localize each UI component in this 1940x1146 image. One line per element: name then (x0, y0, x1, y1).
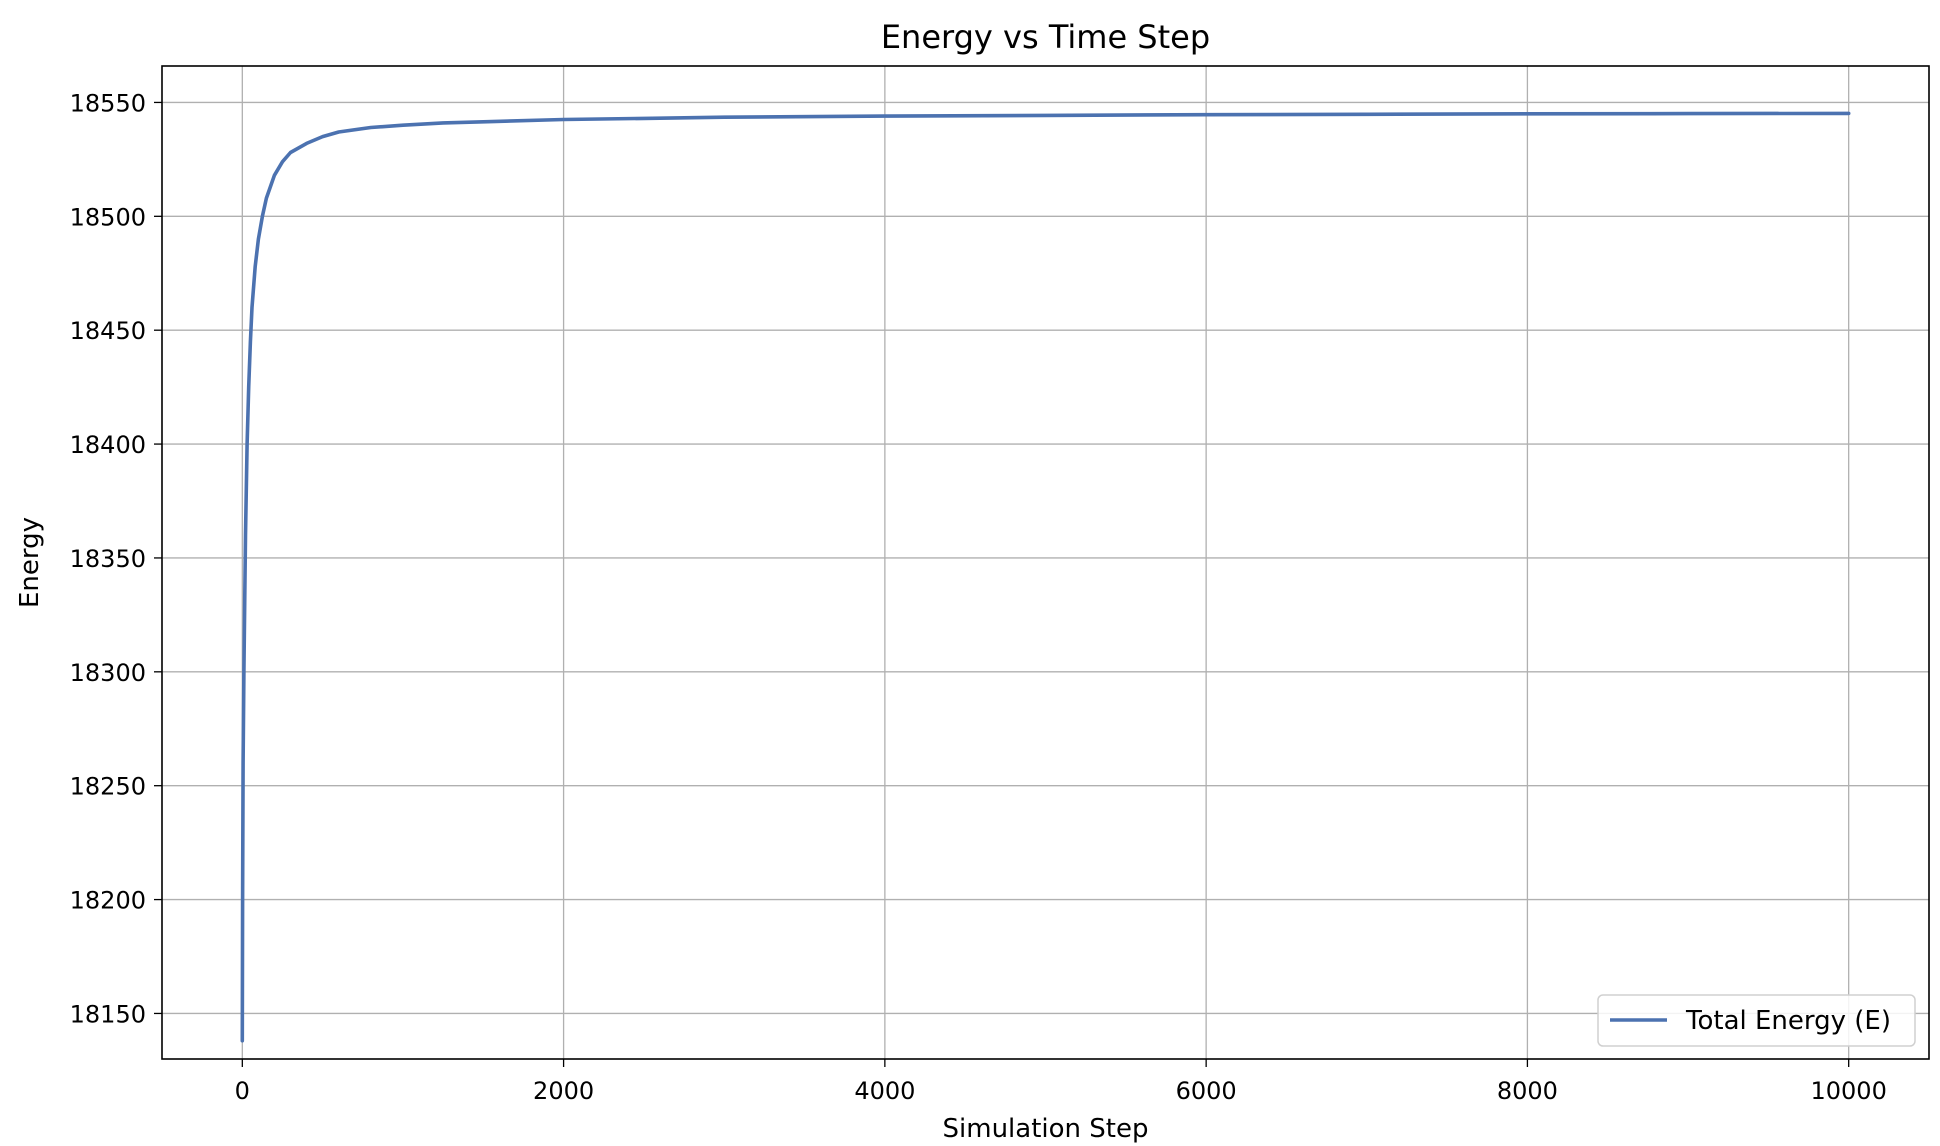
y-tick-label: 18300 (70, 659, 146, 687)
legend-box (1597, 994, 1916, 1047)
y-axis-label: Energy (15, 517, 45, 608)
y-axis-ticks: 18150 18200 18250 18300 18350 18400 18450 18500… (70, 89, 162, 1028)
series-line-total-energy (240, 111, 1851, 1043)
x-tick-label: 8000 (1497, 1077, 1558, 1105)
x-tick-label: 6000 (1176, 1077, 1237, 1105)
y-tick-label: 18200 (70, 887, 146, 915)
y-tick-label: 18500 (70, 203, 146, 231)
x-tick-label: 10000 (1811, 1077, 1887, 1105)
grid-layer (162, 66, 1929, 1059)
series-layer (240, 111, 1851, 1043)
legend: Total Energy (E) (1597, 994, 1916, 1047)
y-tick-label: 18400 (70, 431, 146, 459)
plot-frame (161, 65, 1930, 1060)
y-tick-label: 18550 (70, 89, 146, 117)
y-tick-label: 18150 (70, 1000, 146, 1028)
x-tick-label: 0 (235, 1077, 250, 1105)
y-tick-label: 18350 (70, 545, 146, 573)
x-axis-ticks: 0 2000 4000 6000 8000 10000 (235, 1059, 1887, 1105)
y-tick-label: 18250 (70, 773, 146, 801)
x-axis-label: Simulation Step (943, 1114, 1149, 1144)
y-tick-label: 18450 (70, 317, 146, 345)
x-tick-label: 2000 (533, 1077, 594, 1105)
legend-label-total-energy: Total Energy (E) (1685, 1006, 1891, 1036)
chart-title: Energy vs Time Step (881, 18, 1210, 56)
x-tick-label: 4000 (854, 1077, 915, 1105)
